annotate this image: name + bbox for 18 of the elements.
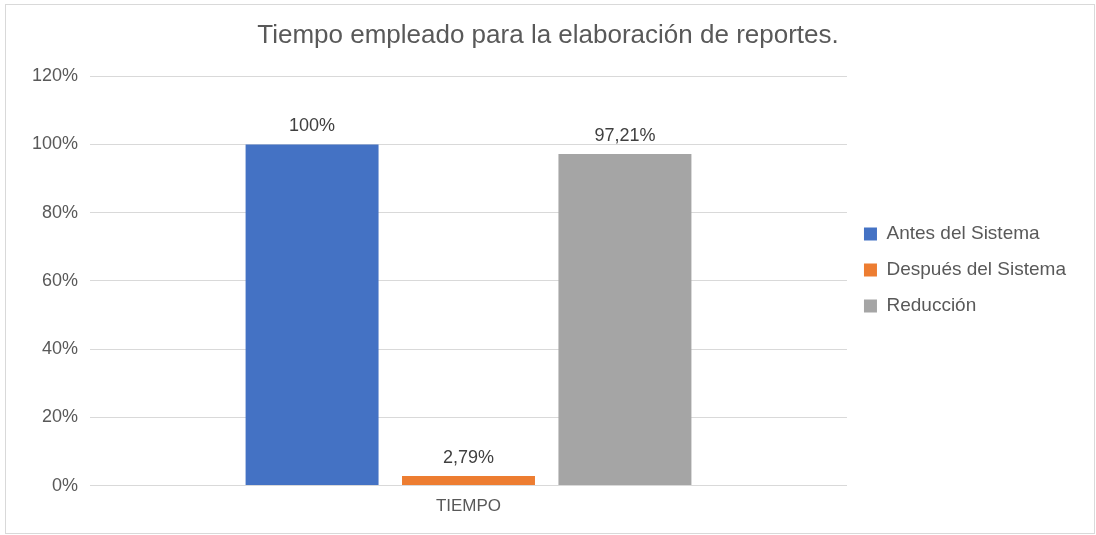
y-tick-label: 120% (31, 65, 79, 86)
legend-label: Después del Sistema (886, 258, 1067, 280)
x-tick-label: TIEMPO (435, 496, 502, 516)
y-tick-label: 100% (31, 133, 79, 154)
y-tick-label: 20% (42, 406, 79, 427)
data-label: 2,79% (442, 447, 495, 468)
y-tick-label: 60% (42, 269, 79, 290)
y-tick-label: 0% (52, 474, 79, 495)
legend-label: Reducción (886, 294, 977, 316)
legend-label: Antes del Sistema (886, 222, 1041, 244)
bar (402, 476, 535, 486)
y-tick-label: 80% (42, 201, 79, 222)
data-label: 100% (289, 115, 336, 136)
chart-title: Tiempo empleado para la elaboración de reportes. (257, 18, 839, 49)
y-tick-label: 40% (42, 338, 79, 359)
bar (245, 144, 379, 486)
bar (558, 153, 692, 486)
data-label: 97,21% (594, 124, 656, 145)
